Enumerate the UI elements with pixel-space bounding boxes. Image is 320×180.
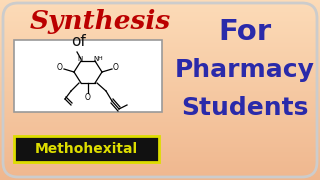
- Bar: [14, 40, 162, 112]
- Bar: [14, 136, 159, 162]
- Text: Synthesis: Synthesis: [29, 10, 171, 35]
- Text: O: O: [57, 64, 63, 73]
- Text: N: N: [93, 56, 99, 62]
- Text: Methohexital: Methohexital: [35, 142, 138, 156]
- Text: Students: Students: [181, 96, 309, 120]
- Text: N: N: [77, 56, 83, 62]
- Text: H: H: [98, 57, 102, 62]
- Text: Pharmacy: Pharmacy: [175, 58, 315, 82]
- Text: of: of: [71, 35, 85, 50]
- Text: O: O: [85, 93, 91, 102]
- Text: For: For: [219, 18, 272, 46]
- Text: O: O: [113, 64, 119, 73]
